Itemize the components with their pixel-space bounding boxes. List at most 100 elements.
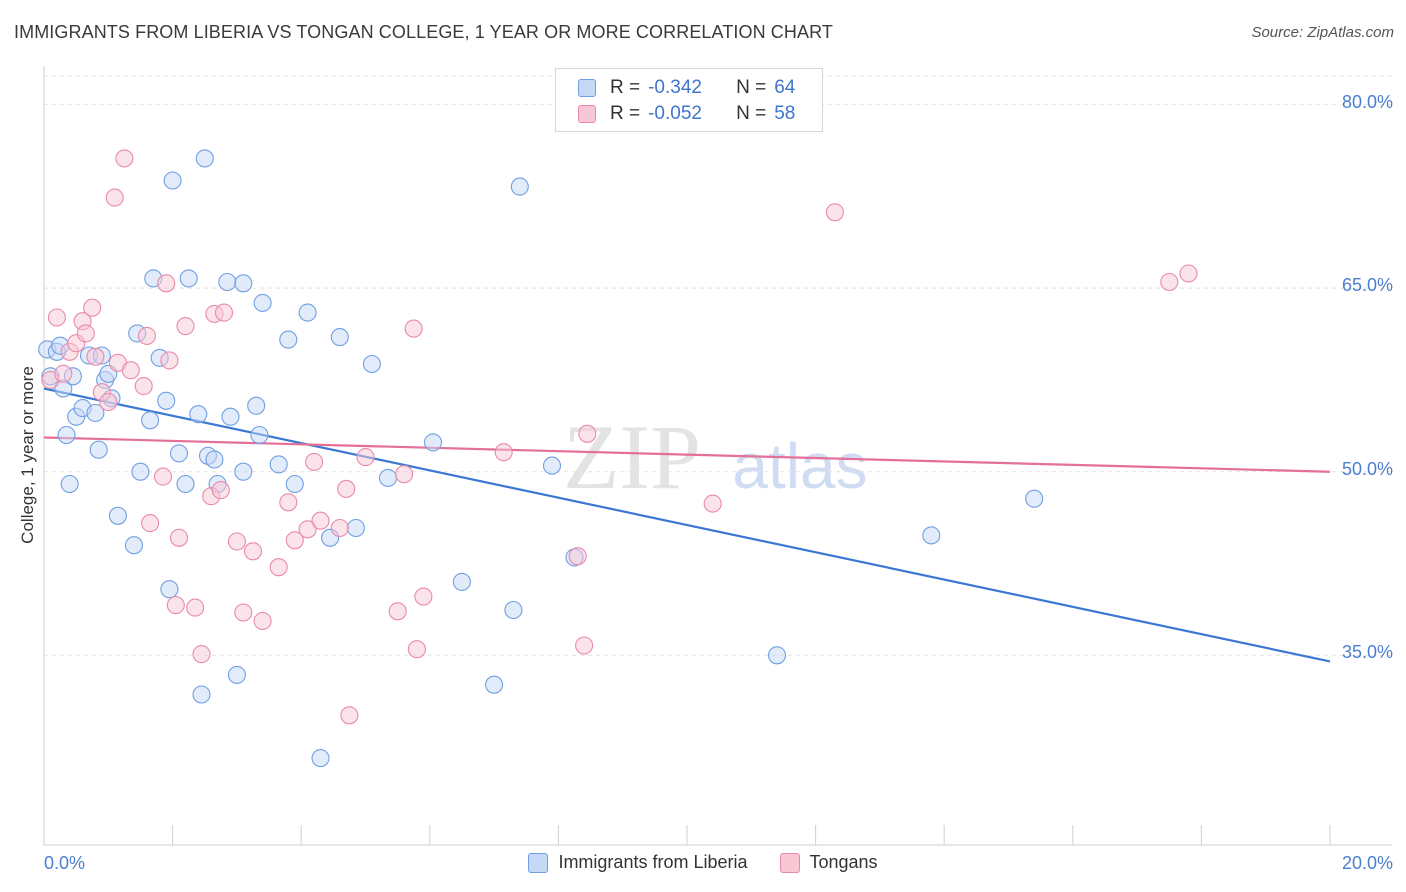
legend-label-liberia: Immigrants from Liberia bbox=[558, 852, 748, 872]
data-point bbox=[825, 203, 844, 222]
chart-title: IMMIGRANTS FROM LIBERIA VS TONGAN COLLEG… bbox=[14, 22, 833, 42]
data-point bbox=[250, 425, 269, 445]
data-point bbox=[253, 293, 272, 312]
data-point bbox=[234, 274, 253, 293]
data-point bbox=[153, 467, 173, 486]
data-point bbox=[356, 448, 375, 467]
data-point bbox=[362, 354, 381, 374]
data-point bbox=[1025, 489, 1044, 508]
data-point bbox=[404, 319, 423, 338]
data-point bbox=[269, 558, 288, 577]
data-point bbox=[166, 596, 185, 615]
data-point bbox=[285, 531, 304, 550]
data-point bbox=[388, 602, 407, 621]
data-point bbox=[160, 580, 179, 599]
data-point bbox=[105, 188, 124, 207]
n-value: 58 bbox=[774, 103, 796, 124]
data-point bbox=[452, 572, 471, 591]
data-point bbox=[378, 468, 398, 487]
stats-swatch-tongans bbox=[578, 105, 596, 123]
legend-swatch-tongans bbox=[779, 852, 800, 873]
data-point bbox=[575, 636, 594, 655]
data-point bbox=[108, 506, 127, 525]
data-point bbox=[578, 424, 597, 443]
n-value: 64 bbox=[774, 77, 796, 98]
data-point bbox=[269, 455, 288, 474]
data-point bbox=[86, 347, 105, 366]
watermark-atlas: atlas bbox=[732, 430, 867, 502]
data-point bbox=[89, 440, 108, 459]
data-point bbox=[510, 177, 529, 196]
data-point bbox=[195, 149, 214, 168]
data-point bbox=[169, 444, 189, 463]
data-point bbox=[189, 405, 208, 424]
data-point bbox=[218, 272, 237, 292]
axes bbox=[43, 66, 1392, 846]
data-point bbox=[423, 433, 443, 452]
n-label: N = bbox=[736, 77, 767, 98]
data-point bbox=[141, 411, 160, 430]
data-point bbox=[407, 640, 426, 659]
data-point bbox=[76, 324, 95, 343]
data-points bbox=[38, 149, 1198, 768]
grid-lines bbox=[44, 75, 1392, 656]
data-point bbox=[47, 308, 66, 327]
data-point bbox=[234, 462, 253, 481]
data-point bbox=[124, 536, 144, 555]
data-point bbox=[176, 474, 195, 494]
data-point bbox=[337, 479, 356, 498]
data-point bbox=[305, 452, 324, 471]
stats-row-liberia: R = -0.342 N = 64 bbox=[578, 76, 795, 100]
watermark: ZIP atlas bbox=[563, 406, 868, 508]
stats-swatch-liberia bbox=[578, 79, 596, 97]
stats-box: R = -0.342 N = 64 R = -0.052 N = 58 bbox=[555, 68, 823, 132]
x-tick-label: 0.0% bbox=[44, 853, 86, 873]
data-point bbox=[311, 749, 330, 768]
data-point bbox=[330, 328, 349, 347]
legend-item-liberia[interactable]: Immigrants from Liberia bbox=[528, 852, 748, 873]
data-point bbox=[1179, 264, 1198, 283]
data-point bbox=[285, 474, 304, 494]
data-point bbox=[346, 518, 365, 538]
r-label: R = bbox=[610, 77, 641, 98]
data-point bbox=[54, 364, 73, 383]
data-point bbox=[205, 450, 224, 469]
y-tick-label: 35.0% bbox=[1341, 642, 1393, 663]
legend-item-tongans[interactable]: Tongans bbox=[779, 852, 878, 873]
data-point bbox=[311, 511, 330, 530]
y-tick-label: 65.0% bbox=[1341, 275, 1393, 296]
data-point bbox=[121, 361, 140, 380]
data-point bbox=[298, 303, 317, 322]
data-point bbox=[227, 532, 246, 551]
data-point bbox=[279, 330, 298, 349]
data-point bbox=[157, 274, 176, 293]
data-point bbox=[179, 269, 198, 288]
data-point bbox=[192, 685, 211, 704]
data-point bbox=[221, 407, 240, 426]
data-point bbox=[141, 514, 160, 533]
legend-swatch-liberia bbox=[528, 852, 549, 873]
data-point bbox=[211, 481, 230, 500]
data-point bbox=[1160, 272, 1179, 292]
data-point bbox=[542, 456, 562, 475]
stats-row-tongans: R = -0.052 N = 58 bbox=[578, 102, 795, 126]
data-point bbox=[137, 326, 156, 345]
data-point bbox=[568, 547, 587, 566]
data-point bbox=[414, 587, 433, 606]
data-point bbox=[186, 598, 205, 617]
data-point bbox=[703, 494, 722, 513]
data-point bbox=[176, 317, 195, 336]
data-point bbox=[99, 392, 118, 412]
n-label: N = bbox=[736, 103, 767, 124]
data-point bbox=[86, 403, 105, 423]
data-point bbox=[160, 351, 179, 370]
data-point bbox=[243, 542, 263, 561]
data-point bbox=[504, 600, 523, 620]
data-point bbox=[494, 443, 513, 462]
data-point bbox=[163, 171, 182, 190]
data-point bbox=[253, 611, 272, 631]
data-point bbox=[83, 298, 102, 317]
data-point bbox=[227, 665, 246, 684]
data-point bbox=[485, 675, 504, 694]
